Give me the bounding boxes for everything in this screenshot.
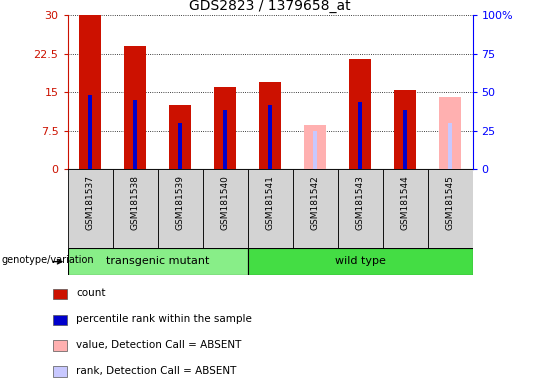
Bar (53, 289, 67, 299)
Bar (247, 248, 472, 275)
Text: GSM181542: GSM181542 (310, 175, 320, 230)
Text: GSM181541: GSM181541 (266, 175, 274, 230)
Text: GSM181537: GSM181537 (85, 175, 94, 230)
Bar (53, 341, 67, 351)
Bar (53, 314, 67, 325)
Text: transgenic mutant: transgenic mutant (106, 256, 209, 266)
Bar (158, 169, 202, 248)
Bar (112, 169, 158, 248)
Bar (214, 87, 237, 169)
Text: GSM181538: GSM181538 (131, 175, 139, 230)
Bar (357, 103, 362, 169)
Text: GSM181540: GSM181540 (220, 175, 230, 230)
Bar (394, 89, 416, 169)
Bar (124, 46, 146, 169)
Text: percentile rank within the sample: percentile rank within the sample (77, 314, 252, 324)
Text: rank, Detection Call = ABSENT: rank, Detection Call = ABSENT (77, 366, 237, 376)
Bar (53, 366, 67, 377)
Title: GDS2823 / 1379658_at: GDS2823 / 1379658_at (189, 0, 351, 13)
Text: value, Detection Call = ABSENT: value, Detection Call = ABSENT (77, 340, 242, 350)
Bar (68, 248, 247, 275)
Bar (259, 82, 281, 169)
Text: GSM181543: GSM181543 (355, 175, 364, 230)
Bar (313, 131, 318, 169)
Text: genotype/variation: genotype/variation (1, 255, 94, 265)
Bar (303, 126, 326, 169)
Bar (87, 95, 92, 169)
Bar (448, 123, 453, 169)
Bar (168, 105, 191, 169)
Bar (223, 110, 227, 169)
Text: GSM181545: GSM181545 (446, 175, 455, 230)
Bar (79, 15, 102, 169)
Bar (428, 169, 472, 248)
Bar (403, 110, 407, 169)
Bar (247, 169, 293, 248)
Bar (178, 123, 183, 169)
Bar (338, 169, 382, 248)
Bar (349, 59, 372, 169)
Bar (133, 100, 137, 169)
Text: GSM181539: GSM181539 (176, 175, 185, 230)
Text: wild type: wild type (335, 256, 386, 266)
Bar (202, 169, 247, 248)
Bar (268, 105, 272, 169)
Text: GSM181544: GSM181544 (401, 175, 409, 230)
Bar (382, 169, 428, 248)
Text: count: count (77, 288, 106, 298)
Bar (293, 169, 338, 248)
Bar (438, 97, 461, 169)
Bar (68, 169, 112, 248)
